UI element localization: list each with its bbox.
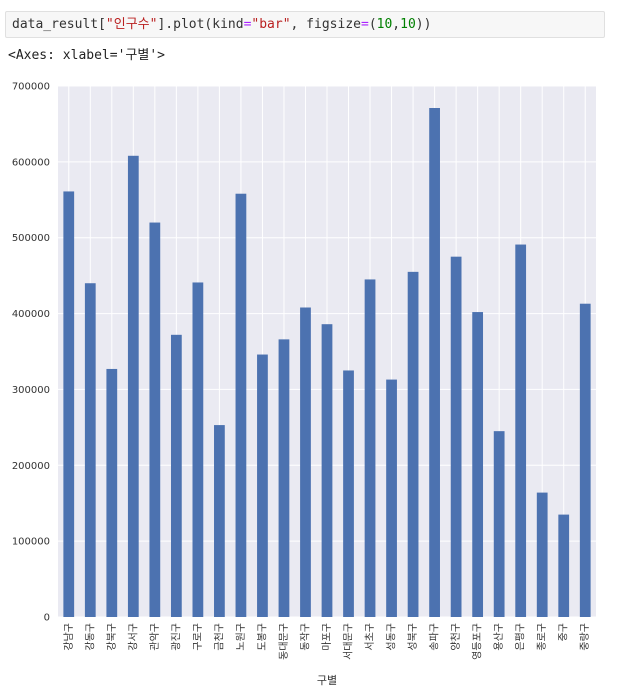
x-tick-labels: 강남구 강동구 강북구 강서구 관악구 광진구 구로구 금천구 노원구 도봉구 동대문구 동작구 마포구… xyxy=(63,623,591,660)
bar xyxy=(493,431,505,617)
bar xyxy=(235,193,247,617)
code-cell[interactable]: data_result["인구수"].plot(kind="bar", figs… xyxy=(5,11,605,38)
code-string-token: "인구수" xyxy=(105,17,158,32)
x-tick-label: 성북구 xyxy=(407,623,419,651)
x-tick-label: 중랑구 xyxy=(579,623,591,651)
y-tick-label: 200000 xyxy=(12,461,50,472)
y-tick-label: 100000 xyxy=(12,537,50,548)
bar xyxy=(63,191,75,618)
bar xyxy=(364,279,376,617)
y-tick-labels: 0 100000 200000 300000 400000 500000 600000 700… xyxy=(12,82,50,624)
x-tick-label: 강서구 xyxy=(127,623,139,651)
code-operator-token: = xyxy=(243,17,252,32)
bar xyxy=(127,155,139,617)
x-tick-label: 강북구 xyxy=(106,623,118,651)
cell-output-text: <Axes: xlabel='구별'> xyxy=(8,48,165,63)
bar xyxy=(343,370,354,617)
x-tick-label: 양천구 xyxy=(450,623,462,651)
y-tick-label: 300000 xyxy=(12,385,50,396)
code-token: )) xyxy=(415,17,432,32)
bar xyxy=(515,244,527,617)
code-number-token: 10 xyxy=(376,17,393,32)
bar xyxy=(429,107,440,618)
x-tick-label: 금천구 xyxy=(213,623,225,651)
bar xyxy=(106,368,118,617)
x-tick-label: 서대문구 xyxy=(343,623,355,660)
bar xyxy=(214,425,225,617)
code-string-token: "bar" xyxy=(251,17,291,32)
y-tick-label: 400000 xyxy=(12,309,50,320)
bar xyxy=(450,256,462,617)
x-tick-label: 종로구 xyxy=(536,623,548,651)
y-tick-label: 500000 xyxy=(12,233,50,244)
x-tick-label: 강동구 xyxy=(84,623,96,651)
bar xyxy=(300,307,311,617)
bar xyxy=(558,514,570,617)
code-token: , xyxy=(392,17,401,32)
x-tick-label: 노원구 xyxy=(235,623,247,651)
x-tick-label: 동작구 xyxy=(299,623,311,651)
x-tick-label: 광진구 xyxy=(170,623,182,651)
code-token: data_result[ xyxy=(12,17,106,32)
code-token: ].plot(kind xyxy=(157,17,244,32)
bar xyxy=(170,334,182,617)
y-tick-label: 0 xyxy=(44,613,50,624)
bar xyxy=(386,379,397,617)
x-tick-label: 송파구 xyxy=(429,623,441,651)
x-tick-label: 중구 xyxy=(558,623,570,641)
code-number-token: 10 xyxy=(400,17,416,32)
x-tick-label: 도봉구 xyxy=(256,623,268,651)
code-token: ( xyxy=(368,17,377,32)
bars xyxy=(63,107,591,618)
x-tick-label: 서초구 xyxy=(364,623,376,651)
bar xyxy=(192,282,204,617)
y-tick-label: 700000 xyxy=(12,82,50,93)
x-tick-label: 용산구 xyxy=(493,623,505,651)
bar xyxy=(321,324,333,617)
x-tick-label: 성동구 xyxy=(386,623,398,651)
y-tick-label: 600000 xyxy=(12,157,50,168)
bar xyxy=(257,354,268,617)
bar xyxy=(149,222,161,618)
x-tick-label: 구로구 xyxy=(193,623,204,651)
code-token: , figsize xyxy=(290,17,361,32)
x-axis-label: 구별 xyxy=(317,674,337,687)
bar xyxy=(407,271,419,617)
x-tick-label: 동대문구 xyxy=(278,623,290,660)
code-operator-token: = xyxy=(360,17,369,32)
x-tick-label: 영등포구 xyxy=(472,623,484,660)
x-tick-label: 마포구 xyxy=(321,623,333,651)
bar xyxy=(536,492,548,617)
bar xyxy=(579,303,591,617)
x-tick-label: 강남구 xyxy=(63,623,75,651)
x-tick-label: 은평구 xyxy=(515,623,527,651)
bar xyxy=(84,283,96,617)
bar xyxy=(278,339,290,617)
bar xyxy=(472,312,484,617)
x-tick-label: 관악구 xyxy=(149,623,161,651)
